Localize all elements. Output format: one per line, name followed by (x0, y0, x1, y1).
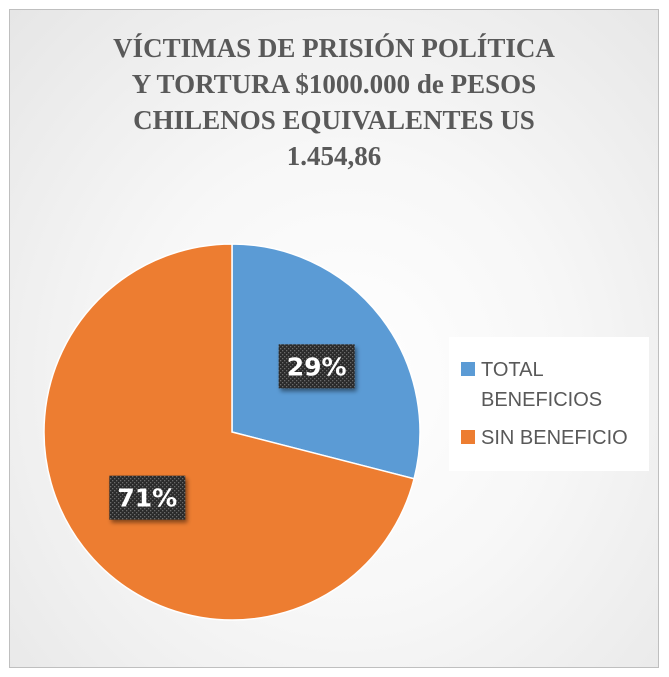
legend-label-sin-beneficio: SIN BENEFICIO (481, 427, 628, 449)
chart-title-line-1: VÍCTIMAS DE PRISIÓN POLÍTICA (113, 33, 555, 63)
chart-title-line-4: 1.454,86 (286, 141, 382, 171)
pie-slice-sin-beneficio (43, 243, 416, 621)
chart-title-line-2: Y TORTURA $1000.000 de PESOS (131, 69, 537, 99)
legend-swatch-sin-beneficio (461, 430, 475, 444)
data-label-total-beneficios: 29% (278, 344, 355, 389)
chart-title-line-3: CHILENOS EQUIVALENTES US (133, 105, 535, 135)
chart-title: VÍCTIMAS DE PRISIÓN POLÍTICA Y TORTURA $… (30, 30, 638, 174)
legend-item-total-beneficios: TOTAL BENEFICIOS (461, 355, 649, 415)
data-label-sin-beneficio: 71% (109, 475, 186, 520)
legend-item-sin-beneficio: SIN BENEFICIO (461, 423, 649, 453)
data-label-box-total-beneficios (278, 344, 355, 389)
legend: TOTAL BENEFICIOS SIN BENEFICIO (449, 337, 649, 471)
data-label-text-sin-beneficio: 71% (117, 484, 177, 513)
legend-label-total-beneficios: TOTAL BENEFICIOS (481, 359, 603, 411)
legend-swatch-total-beneficios (461, 362, 475, 376)
data-label-text-total-beneficios: 29% (287, 352, 347, 381)
data-label-box-sin-beneficio (109, 475, 186, 520)
